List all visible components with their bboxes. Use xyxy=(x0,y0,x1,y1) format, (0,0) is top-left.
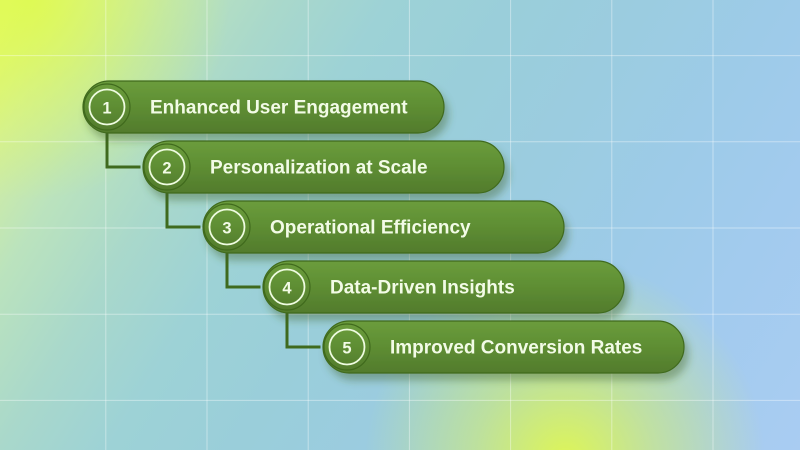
svg-text:Data-Driven Insights: Data-Driven Insights xyxy=(330,278,515,299)
svg-text:1: 1 xyxy=(102,100,111,118)
svg-text:Improved Conversion Rates: Improved Conversion Rates xyxy=(390,338,642,359)
svg-text:5: 5 xyxy=(342,340,351,358)
svg-text:4: 4 xyxy=(282,280,292,298)
svg-text:3: 3 xyxy=(222,220,231,238)
svg-text:2: 2 xyxy=(162,160,171,178)
svg-text:Personalization at Scale: Personalization at Scale xyxy=(210,158,428,179)
svg-text:Operational Efficiency: Operational Efficiency xyxy=(270,218,471,239)
svg-text:Enhanced User Engagement: Enhanced User Engagement xyxy=(150,98,408,119)
